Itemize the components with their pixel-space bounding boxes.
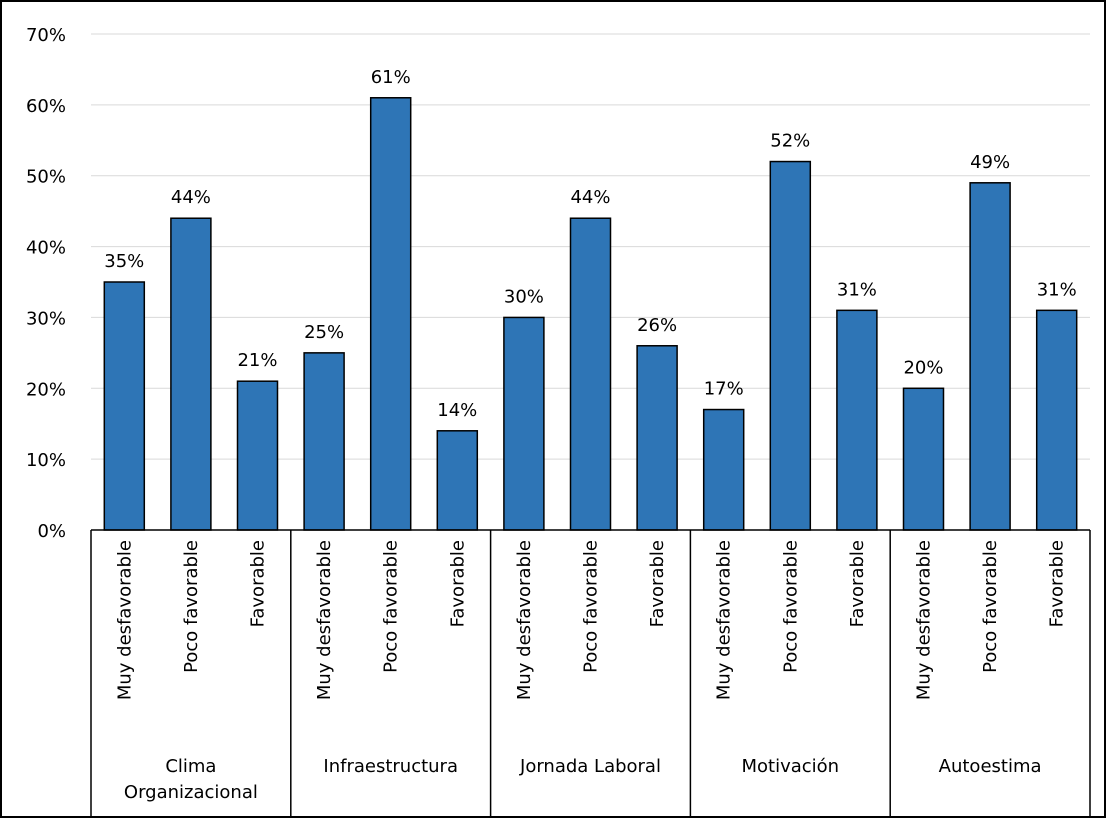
x-category-label: Favorable (248, 540, 269, 627)
x-category-label: Favorable (847, 540, 868, 627)
y-tick-label: 40% (26, 238, 66, 259)
bar (369, 97, 412, 531)
y-tick-label: 10% (26, 450, 66, 471)
x-category-label: Poco favorable (381, 540, 402, 673)
bar (836, 309, 878, 531)
y-tick-label: 0% (37, 521, 66, 542)
data-label: 61% (371, 67, 411, 88)
bar (436, 430, 479, 531)
x-category-label: Poco favorable (581, 540, 602, 673)
bar (236, 380, 279, 531)
bar (902, 387, 945, 531)
x-category-label: Poco favorable (181, 540, 202, 673)
x-category-label: Favorable (447, 540, 468, 627)
data-labels: 35% 44% 21% 25% 61% 14% 30% 44% 26% 17% 52% 31% 20% 4… (104, 67, 1076, 421)
data-label: 30% (504, 286, 544, 307)
bar (702, 408, 745, 531)
x-category-label: Favorable (1047, 540, 1068, 627)
bar (103, 281, 146, 531)
x-category-label: Muy desfavorable (514, 540, 535, 700)
y-tick-label: 60% (26, 96, 66, 117)
x-group-label: Autoestima (939, 756, 1042, 777)
y-tick-label: 70% (26, 25, 66, 46)
data-label: 20% (903, 357, 943, 378)
data-label: 49% (970, 152, 1010, 173)
data-label: 44% (570, 187, 610, 208)
x-category-label: Favorable (647, 540, 668, 627)
y-tick-label: 20% (26, 379, 66, 400)
data-label: 35% (104, 251, 144, 272)
data-label: 14% (437, 400, 477, 421)
x-category-label: Muy desfavorable (314, 540, 335, 700)
data-label: 31% (1037, 279, 1077, 300)
x-category-label: Muy desfavorable (914, 540, 935, 700)
data-label: 26% (637, 315, 677, 336)
x-group-label: Infraestructura (323, 756, 458, 777)
bar (969, 182, 1011, 531)
data-label: 21% (237, 350, 277, 371)
bar (569, 217, 612, 531)
axes: 0% 10% 20% 30% 40% 50% 60% 70% Muy desfavorable P… (26, 25, 1091, 816)
bar (636, 345, 678, 531)
y-tick-label: 30% (26, 308, 66, 329)
x-group-label: Clima Organizacional (124, 756, 258, 803)
x-category-label: Poco favorable (980, 540, 1001, 673)
x-category-label: Muy desfavorable (114, 540, 135, 700)
data-label: 17% (704, 379, 744, 400)
y-tick-label: 50% (26, 167, 66, 188)
bar (170, 217, 212, 531)
bar (1035, 309, 1078, 531)
data-label: 52% (770, 131, 810, 152)
x-group-label: Jornada Laboral (519, 756, 661, 777)
bar (503, 316, 545, 531)
bar (769, 160, 812, 531)
x-group-label: Motivación (741, 756, 839, 777)
data-label: 25% (304, 322, 344, 343)
bars (103, 97, 1078, 531)
data-label: 44% (171, 187, 211, 208)
x-category-label: Muy desfavorable (714, 540, 735, 700)
x-category-label: Poco favorable (780, 540, 801, 673)
bar (303, 352, 345, 531)
data-label: 31% (837, 279, 877, 300)
